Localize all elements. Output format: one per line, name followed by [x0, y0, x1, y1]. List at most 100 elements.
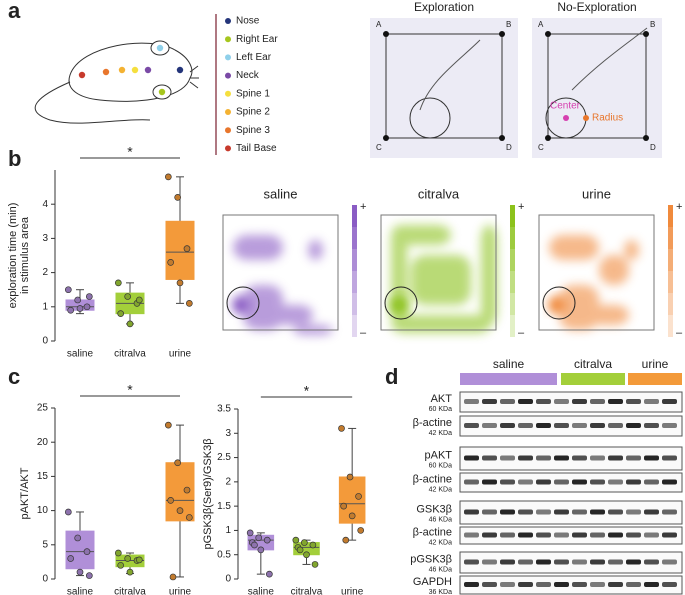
heatmap-title: saline: [264, 186, 298, 201]
bodypart-dot: [176, 66, 184, 74]
density: [233, 235, 333, 335]
data-point: [355, 493, 362, 500]
data-point: [266, 570, 273, 578]
band: [662, 559, 677, 565]
bodypart-dot: [131, 66, 139, 74]
band: [662, 509, 677, 515]
band: [572, 559, 587, 565]
density: [391, 225, 497, 333]
data-point: [183, 486, 191, 494]
panel-label: c: [8, 364, 20, 389]
density-blob: [233, 235, 283, 260]
group-bar: [628, 373, 682, 385]
data-point: [296, 546, 304, 554]
data-point: [135, 556, 143, 564]
band: [572, 423, 587, 428]
band: [500, 559, 515, 565]
band: [554, 455, 569, 461]
band: [644, 423, 659, 428]
color-scale: [510, 315, 515, 337]
y-tick-label: 0: [42, 574, 48, 585]
band: [500, 455, 515, 461]
heatmap-title: urine: [582, 186, 611, 201]
data-point: [169, 573, 177, 581]
band: [644, 559, 659, 565]
bodypart-dot: [102, 68, 110, 76]
band: [644, 582, 659, 587]
band: [608, 479, 623, 485]
corner-dot: [499, 31, 505, 37]
protein-label: β-actine: [413, 473, 452, 485]
significance: *: [127, 144, 133, 160]
color-scale: [668, 271, 673, 293]
blot-frame: [459, 446, 683, 471]
color-scale: [352, 249, 357, 271]
density-blob: [243, 285, 283, 330]
legend-marker: [225, 145, 231, 152]
corner-label: A: [376, 20, 382, 29]
y-tick-label: 2.5: [217, 452, 231, 463]
size-label: 36 KDa: [429, 589, 452, 595]
data-point: [83, 548, 91, 555]
y-axis-label: pAKT/AKT: [19, 467, 31, 519]
corner-label: A: [538, 20, 544, 29]
size-label: 60 KDa: [429, 406, 452, 413]
x-tick-label: citralva: [114, 349, 146, 360]
y-tick-label: 25: [37, 403, 49, 414]
band: [464, 479, 479, 485]
size-label: 46 KDa: [429, 566, 452, 573]
legend-label: Tail Base: [236, 143, 277, 154]
data-point: [338, 425, 345, 432]
band: [662, 455, 677, 461]
band: [464, 582, 479, 587]
density-blob: [549, 235, 599, 260]
group-label: saline: [493, 357, 525, 371]
data-point: [357, 527, 365, 534]
band: [464, 399, 479, 404]
band: [464, 509, 479, 515]
band: [464, 423, 479, 428]
band: [482, 455, 497, 461]
x-tick-label: urine: [169, 587, 192, 595]
data-point: [251, 541, 258, 549]
band: [536, 559, 551, 565]
data-point: [183, 245, 191, 253]
density-blob: [599, 255, 629, 285]
band: [554, 423, 569, 428]
legend-marker: [225, 18, 231, 24]
y-tick-label: 5: [42, 539, 48, 550]
color-scale: [668, 315, 673, 337]
data-point: [301, 539, 308, 546]
band: [590, 399, 605, 404]
radius-label: Radius: [592, 113, 623, 124]
data-point: [292, 536, 300, 544]
data-point: [246, 529, 254, 537]
band: [644, 479, 659, 485]
data-point: [164, 173, 172, 181]
blot-frame: [459, 391, 683, 413]
radius-dot: [583, 115, 589, 121]
size-label: 46 KDa: [429, 516, 452, 523]
blot-frame: [459, 472, 683, 493]
bodypart-dot: [118, 66, 126, 74]
y-tick-label: 10: [37, 505, 49, 516]
data-point: [76, 568, 84, 576]
color-scale: [510, 249, 515, 271]
band: [554, 479, 569, 485]
y-tick-label: 3.5: [217, 404, 231, 415]
data-point: [67, 306, 75, 314]
band: [500, 582, 515, 587]
band: [482, 582, 497, 587]
band: [644, 509, 659, 515]
corner-label: D: [506, 143, 512, 152]
color-scale: [352, 315, 357, 337]
bodypart-dot: [144, 66, 152, 74]
color-scale: [510, 293, 515, 315]
density: [549, 235, 639, 330]
band: [626, 423, 641, 428]
color-scale: [352, 227, 357, 249]
protein-label: GSK3β: [416, 503, 452, 515]
arena-title: Exploration: [414, 0, 474, 14]
trajectory: [571, 27, 648, 91]
blot-frame: [459, 500, 683, 525]
